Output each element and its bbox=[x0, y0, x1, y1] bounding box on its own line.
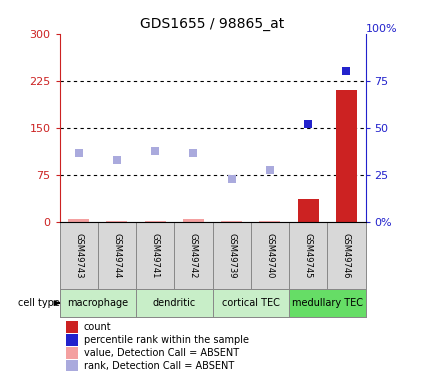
Bar bbox=[144, 220, 166, 222]
Text: rank, Detection Call = ABSENT: rank, Detection Call = ABSENT bbox=[84, 361, 234, 371]
FancyBboxPatch shape bbox=[98, 222, 136, 290]
FancyBboxPatch shape bbox=[136, 290, 212, 317]
Text: GSM49742: GSM49742 bbox=[189, 233, 198, 279]
Bar bbox=[259, 220, 280, 222]
FancyBboxPatch shape bbox=[136, 222, 174, 290]
FancyBboxPatch shape bbox=[251, 222, 289, 290]
Text: GSM49745: GSM49745 bbox=[303, 233, 313, 279]
Text: GSM49741: GSM49741 bbox=[150, 233, 160, 279]
Text: GSM49743: GSM49743 bbox=[74, 233, 83, 279]
Bar bbox=[65, 334, 78, 346]
Text: cortical TEC: cortical TEC bbox=[222, 298, 280, 308]
Text: value, Detection Call = ABSENT: value, Detection Call = ABSENT bbox=[84, 348, 239, 358]
Text: macrophage: macrophage bbox=[67, 298, 128, 308]
Bar bbox=[65, 347, 78, 359]
FancyBboxPatch shape bbox=[327, 222, 366, 290]
Text: dendritic: dendritic bbox=[153, 298, 196, 308]
Bar bbox=[336, 90, 357, 222]
Bar bbox=[298, 198, 319, 222]
FancyBboxPatch shape bbox=[289, 222, 327, 290]
FancyBboxPatch shape bbox=[60, 290, 136, 317]
FancyBboxPatch shape bbox=[212, 222, 251, 290]
FancyBboxPatch shape bbox=[289, 290, 366, 317]
Text: GSM49746: GSM49746 bbox=[342, 233, 351, 279]
Bar bbox=[65, 360, 78, 372]
Text: count: count bbox=[84, 321, 112, 332]
FancyBboxPatch shape bbox=[212, 290, 289, 317]
Text: GSM49744: GSM49744 bbox=[112, 233, 122, 279]
Text: 100%: 100% bbox=[366, 24, 397, 34]
Text: GSM49739: GSM49739 bbox=[227, 233, 236, 279]
Bar bbox=[106, 220, 128, 222]
Bar bbox=[183, 219, 204, 222]
Text: medullary TEC: medullary TEC bbox=[292, 298, 363, 308]
Title: GDS1655 / 98865_at: GDS1655 / 98865_at bbox=[140, 17, 285, 32]
Text: percentile rank within the sample: percentile rank within the sample bbox=[84, 334, 249, 345]
Bar bbox=[221, 221, 242, 222]
Bar bbox=[68, 219, 89, 222]
Text: cell type: cell type bbox=[17, 298, 60, 308]
FancyBboxPatch shape bbox=[174, 222, 212, 290]
FancyBboxPatch shape bbox=[60, 222, 98, 290]
Bar bbox=[65, 321, 78, 333]
Text: GSM49740: GSM49740 bbox=[265, 233, 275, 279]
